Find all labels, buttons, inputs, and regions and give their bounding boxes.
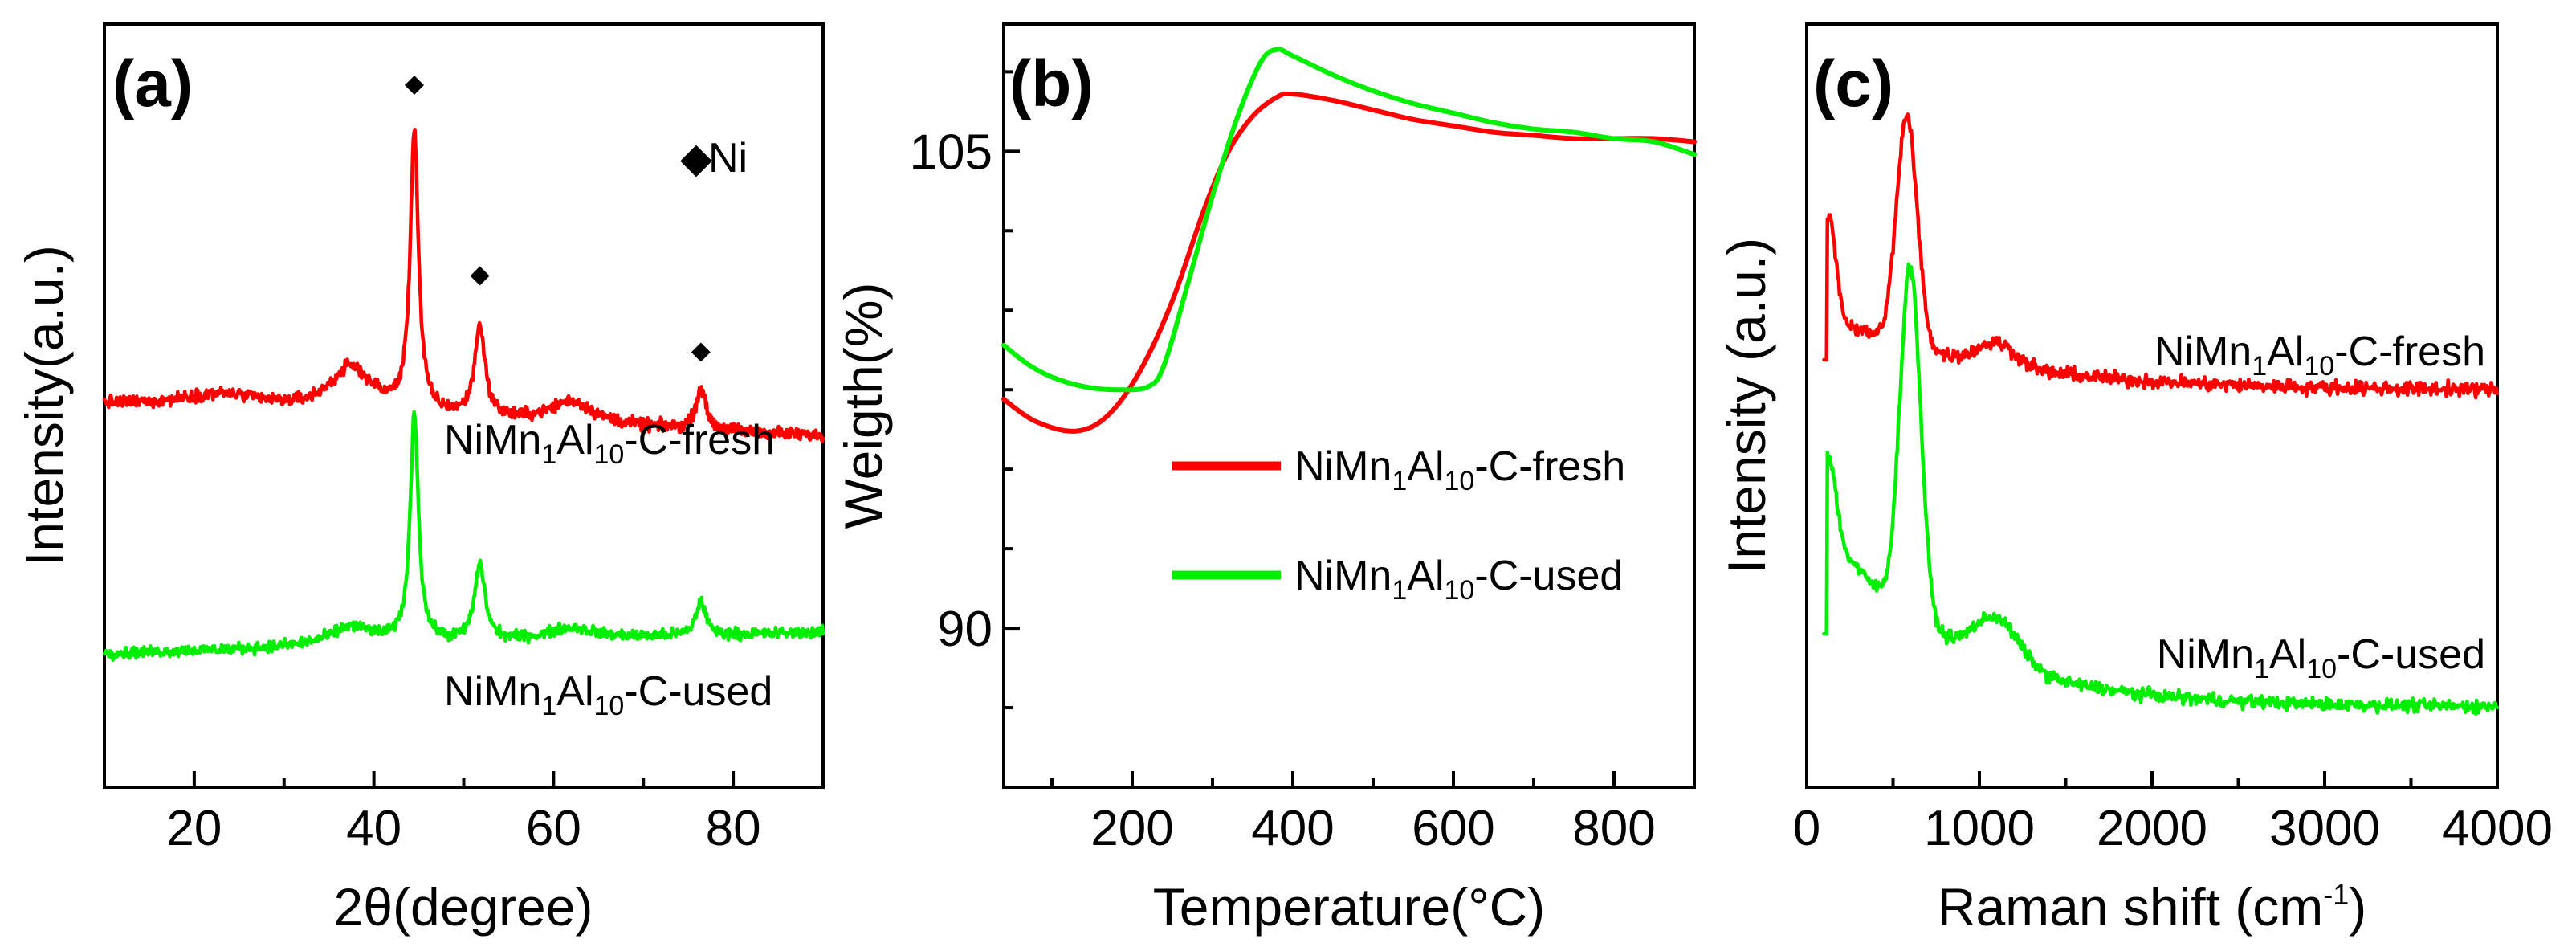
- panel-b-x-tick-label: 600: [1412, 801, 1494, 856]
- panel-c-x-tick-label: 0: [1793, 801, 1820, 856]
- panel-b-y-axis-title: Weigth(%): [834, 283, 893, 529]
- panel-c-x-tick-label: 1000: [1924, 801, 2035, 856]
- panel-a-series-label-used: NiMn1Al10-C-used: [444, 668, 772, 721]
- panel-b-tga: 200 400 600 800 90 105 (b) NiMn1Al10-C-fresh …: [834, 22, 1697, 937]
- legend-label-fresh: NiMn1Al10-C-fresh: [1294, 443, 1625, 496]
- panel-c-x-tick-label: 4000: [2442, 801, 2553, 856]
- panel-a-x-tick-label: 80: [706, 801, 761, 856]
- panel-c-series-used: [1822, 262, 2500, 716]
- diamond-marker-icon: ◆: [680, 135, 712, 182]
- panel-b-series-group: [1001, 47, 1697, 434]
- panel-a-marker-legend: ◆ Ni: [680, 135, 748, 182]
- panel-c-series-fresh: [1822, 112, 2500, 400]
- panel-a-x-tick-label: 60: [526, 801, 581, 856]
- panel-b-plot-frame: [1002, 22, 1696, 789]
- panel-a-series-group: [102, 128, 825, 662]
- panel-b-x-tick-label: 200: [1090, 801, 1173, 856]
- ni-peak-marker-icon: [404, 76, 424, 95]
- panel-a-x-axis-title: 2θ(degree): [334, 877, 593, 937]
- panel-c-series-group: [1822, 112, 2500, 716]
- panel-c-series-label-used: NiMn1Al10-C-used: [2157, 631, 2485, 684]
- panel-b-axis-ticks: 200 400 600 800 90 105: [910, 70, 1696, 856]
- panel-a-series-label-fresh: NiMn1Al10-C-fresh: [444, 417, 775, 470]
- panel-a-x-ticks: 20 40 60 80: [103, 771, 825, 856]
- panel-c-y-axis-title: Intensity (a.u.): [1717, 238, 1776, 574]
- panel-c-x-tick-label: 3000: [2269, 801, 2380, 856]
- panel-a-xrd: 20 40 60 80 (a) ◆ Ni NiMn1Al10-C-fresh NiMn…: [14, 22, 825, 937]
- panel-a-y-axis-title: Intensity(a.u.): [14, 245, 74, 566]
- panel-a-series-fresh: [102, 128, 825, 444]
- panel-a-series-used: [102, 410, 825, 662]
- panel-c-x-ticks: 0 1000 2000 3000 4000: [1793, 771, 2553, 856]
- panel-c-x-tick-label: 2000: [2097, 801, 2207, 856]
- panel-b-legend: NiMn1Al10-C-fresh NiMn1Al10-C-used: [1172, 443, 1625, 606]
- panel-b-y-tick-label: 105: [910, 124, 992, 180]
- legend-label-used: NiMn1Al10-C-used: [1294, 553, 1623, 606]
- panel-a-label: (a): [112, 47, 193, 120]
- panel-c-x-axis-title: Raman shift (cm-1): [1938, 877, 2366, 937]
- ni-peak-marker-icon: [470, 266, 490, 286]
- panel-b-y-tick-label: 90: [937, 602, 992, 657]
- panel-b-series-used: [1001, 47, 1697, 393]
- panel-b-series-fresh: [1001, 91, 1697, 434]
- panel-a-x-tick-label: 20: [166, 801, 222, 856]
- panel-c-label: (c): [1813, 47, 1893, 120]
- panel-b-label: (b): [1009, 47, 1094, 120]
- ni-peak-marker-icon: [691, 342, 711, 362]
- panel-c-series-label-fresh: NiMn1Al10-C-fresh: [2154, 329, 2485, 382]
- panel-a-x-tick-label: 40: [346, 801, 401, 856]
- panel-b-x-tick-label: 400: [1251, 801, 1334, 856]
- panel-a-peak-markers: [404, 76, 711, 362]
- panel-b-x-tick-label: 800: [1572, 801, 1655, 856]
- panel-b-x-axis-title: Temperature(°C): [1153, 877, 1546, 937]
- marker-legend-label: Ni: [708, 135, 748, 182]
- panel-c-raman: 0 1000 2000 3000 4000 (c) NiMn1Al10-C-fresh …: [1717, 22, 2553, 937]
